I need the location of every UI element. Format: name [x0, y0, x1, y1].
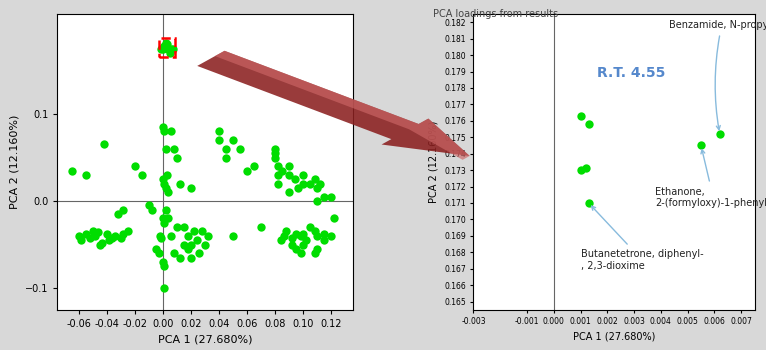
Text: R.T. 4.55: R.T. 4.55 [597, 66, 665, 80]
Bar [159, 38, 175, 57]
Text: Ethanone,
2-(formyloxy)-1-phenyl-: Ethanone, 2-(formyloxy)-1-phenyl- [656, 150, 766, 208]
Text: PCA loadings from results: PCA loadings from results [433, 9, 558, 19]
Text: Benzamide, N-propyl-: Benzamide, N-propyl- [669, 20, 766, 130]
X-axis label: PCA 1 (27.680%): PCA 1 (27.680%) [573, 332, 655, 342]
Y-axis label: PCA 2 (12.160%): PCA 2 (12.160%) [428, 121, 439, 203]
Text: Butanetetrone, diphenyl-
, 2,3-dioxime: Butanetetrone, diphenyl- , 2,3-dioxime [581, 206, 703, 271]
Y-axis label: PCA 2 (12.160%): PCA 2 (12.160%) [9, 115, 19, 209]
X-axis label: PCA 1 (27.680%): PCA 1 (27.680%) [158, 334, 252, 344]
